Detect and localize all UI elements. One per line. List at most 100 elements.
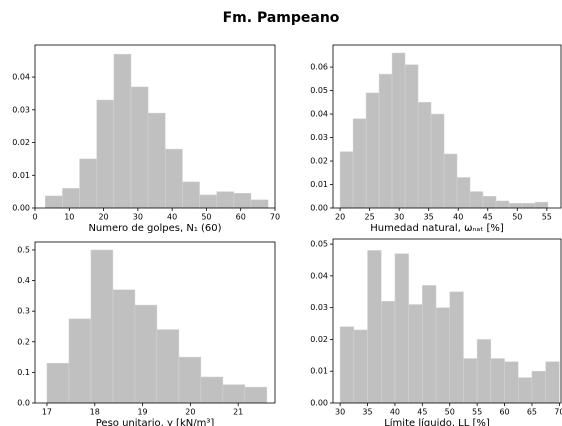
y-tick-label: 0.02	[310, 157, 328, 166]
y-tick-label: 0.03	[310, 133, 328, 142]
bar	[134, 304, 158, 404]
y-tick-label: 0.2	[17, 337, 30, 346]
bar	[469, 191, 484, 209]
bar	[199, 194, 217, 209]
y-tick-label: 0.4	[17, 276, 30, 285]
y-tick-label: 0.03	[310, 303, 328, 312]
bar	[339, 151, 354, 209]
x-tick-label: 70	[554, 408, 562, 417]
bar	[394, 253, 409, 404]
x-tick-label: 40	[453, 213, 463, 222]
bar	[430, 113, 445, 209]
y-tick-label: 0.01	[310, 180, 328, 189]
bar	[518, 377, 533, 404]
axes-frame	[332, 238, 562, 404]
y-tick-label: 0.00	[12, 204, 30, 213]
y-tick-label: 0.06	[310, 63, 328, 72]
bar	[96, 99, 115, 209]
bar	[178, 356, 202, 404]
bar	[182, 181, 200, 209]
axes-frame	[332, 44, 562, 209]
x-tick-label: 10	[64, 213, 74, 222]
bar	[353, 329, 368, 404]
x-tick-label: 40	[167, 213, 177, 222]
y-tick-label: 0.0	[17, 399, 30, 408]
bar	[404, 64, 419, 209]
x-tick-label: 17	[42, 408, 52, 417]
x-tick-label: 19	[137, 408, 147, 417]
x-tick-label: 30	[335, 408, 345, 417]
bar	[417, 102, 432, 209]
bar	[90, 249, 114, 404]
y-tick-label: 0.00	[310, 399, 328, 408]
x-tick-label: 55	[472, 408, 482, 417]
figure-title: Fm. Pampeano	[223, 10, 340, 26]
x-tick-label: 50	[512, 213, 522, 222]
y-tick-label: 0.04	[310, 271, 328, 280]
bar	[156, 329, 180, 404]
x-tick-label: 30	[394, 213, 404, 222]
x-tick-label: 45	[483, 213, 493, 222]
bar	[46, 362, 70, 404]
bar	[147, 112, 166, 209]
bar	[378, 73, 393, 209]
x-tick-label: 60	[499, 408, 509, 417]
bar	[380, 301, 396, 404]
bar	[391, 52, 406, 209]
x-tick-label: 35	[424, 213, 434, 222]
bar	[130, 86, 149, 209]
bar	[482, 196, 497, 209]
bar	[352, 118, 367, 209]
bar	[545, 361, 560, 404]
bar	[68, 318, 92, 404]
bar	[113, 53, 132, 209]
y-tick-label: 0.01	[310, 367, 328, 376]
x-tick-label: 20	[98, 213, 108, 222]
bar	[62, 188, 80, 209]
y-tick-label: 0.05	[310, 86, 328, 95]
bar	[504, 361, 519, 404]
bar	[422, 285, 437, 404]
x-axis-label: Numero de golpes, N₁ (60)	[88, 223, 221, 234]
bar	[531, 370, 546, 404]
y-tick-label: 0.04	[12, 73, 30, 82]
x-tick-label: 55	[542, 213, 552, 222]
bar	[495, 200, 510, 209]
bar	[216, 191, 235, 209]
bar	[508, 203, 523, 209]
x-tick-label: 40	[390, 408, 400, 417]
y-tick-label: 0.03	[12, 105, 30, 114]
y-tick-label: 0.3	[17, 307, 30, 316]
bar	[449, 291, 464, 404]
bar	[244, 386, 268, 404]
y-tick-label: 0.01	[12, 171, 30, 180]
y-tick-label: 0.05	[310, 240, 328, 249]
bar	[521, 203, 536, 209]
x-tick-label: 35	[362, 408, 372, 417]
x-tick-label: 25	[365, 213, 375, 222]
bar	[463, 358, 478, 404]
x-tick-label: 45	[417, 408, 427, 417]
bar	[112, 289, 136, 404]
x-tick-label: 65	[527, 408, 537, 417]
bar	[443, 153, 458, 209]
y-tick-label: 0.1	[17, 368, 30, 377]
x-axis-label: Límite líquido, LL [%]	[384, 417, 490, 426]
bar	[45, 195, 63, 209]
y-tick-label: 0.04	[310, 110, 328, 119]
bar	[165, 148, 183, 209]
bar	[435, 307, 450, 404]
bar	[365, 92, 380, 209]
x-tick-label: 21	[233, 408, 243, 417]
bar	[222, 384, 246, 404]
y-tick-label: 0.02	[12, 138, 30, 147]
y-tick-label: 0.5	[17, 245, 30, 254]
x-tick-label: 30	[133, 213, 143, 222]
x-tick-label: 18	[90, 408, 100, 417]
axes-frame	[34, 241, 276, 404]
bar	[456, 177, 471, 209]
bar	[200, 376, 224, 404]
y-tick-label: 0.00	[310, 204, 328, 213]
